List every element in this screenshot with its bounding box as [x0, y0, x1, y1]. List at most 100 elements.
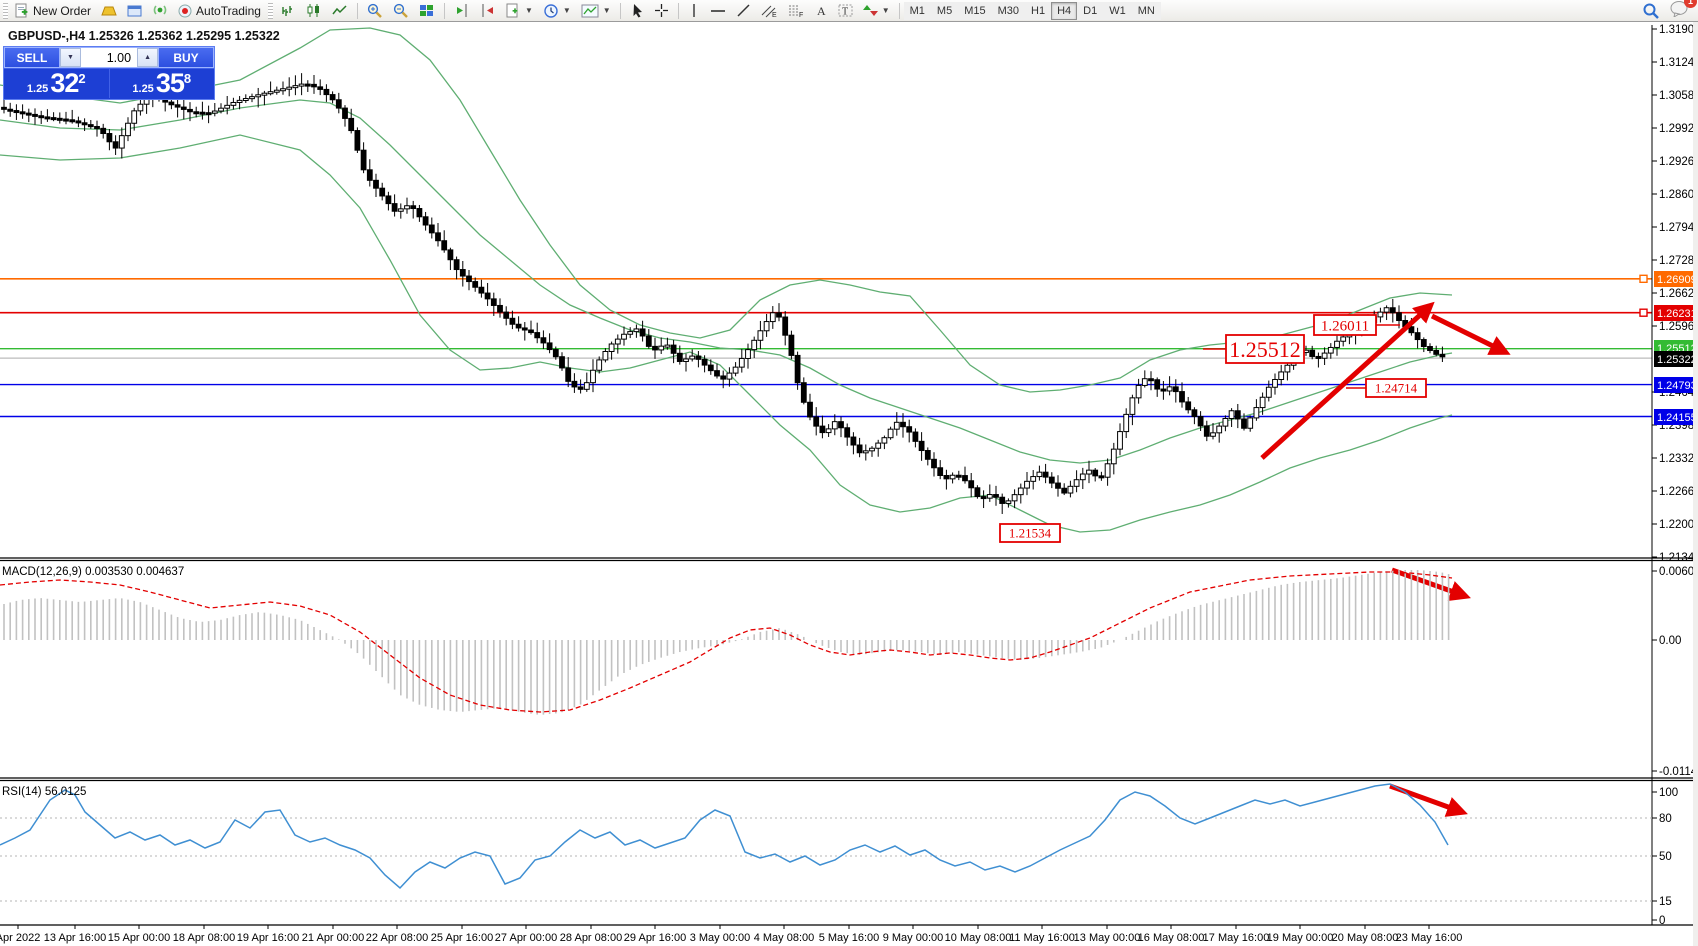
sell-price[interactable]: 1.25 32 2 [26, 68, 86, 98]
trendline-button[interactable] [731, 1, 756, 21]
svg-text:19 Apr 16:00: 19 Apr 16:00 [237, 932, 299, 944]
timeframe-m15[interactable]: M15 [958, 1, 992, 20]
svg-text:1.24793: 1.24793 [1657, 380, 1697, 392]
svg-text:1.28605: 1.28605 [1659, 189, 1698, 201]
bar-chart-button[interactable] [275, 1, 301, 21]
crosshair-button[interactable] [649, 1, 674, 21]
timeframe-w1[interactable]: W1 [1103, 1, 1132, 20]
svg-text:1.29265: 1.29265 [1659, 156, 1698, 168]
svg-text:1.21345: 1.21345 [1659, 552, 1698, 564]
svg-text:Apr 2022: Apr 2022 [0, 932, 40, 944]
new-order-icon [15, 3, 30, 18]
buy-price[interactable]: 1.25 35 8 [132, 68, 192, 98]
text-a-icon: A [815, 3, 828, 18]
svg-text:16 May 08:00: 16 May 08:00 [1138, 932, 1205, 944]
timeframe-m30[interactable]: M30 [991, 1, 1026, 20]
svg-text:1.22665: 1.22665 [1659, 486, 1698, 498]
toolbar-grip[interactable] [3, 2, 8, 19]
svg-text:F: F [799, 12, 803, 18]
svg-text:19 May 00:00: 19 May 00:00 [1267, 932, 1334, 944]
crosshair-icon [654, 3, 669, 18]
candlestick-icon [306, 3, 322, 18]
market-watch-button[interactable] [96, 1, 122, 21]
timeframe-h4[interactable]: H4 [1051, 1, 1078, 20]
fibonacci-button[interactable]: F [783, 1, 810, 21]
tile-windows-icon [419, 3, 435, 18]
line-chart-button[interactable] [327, 1, 353, 21]
svg-text:27 Apr 00:00: 27 Apr 00:00 [495, 932, 557, 944]
dropdown-arrow: ▼ [881, 6, 890, 15]
horizontal-line-icon [710, 3, 726, 18]
tile-windows-button[interactable] [414, 1, 440, 21]
channel-button[interactable]: E [756, 1, 783, 21]
svg-text:4 May 08:00: 4 May 08:00 [754, 932, 815, 944]
svg-text:RSI(14) 56.0125: RSI(14) 56.0125 [2, 786, 86, 798]
svg-text:1.29925: 1.29925 [1659, 123, 1698, 135]
new-chart-button[interactable]: ▼ [501, 1, 538, 21]
auto-scroll-button[interactable] [475, 1, 501, 21]
toolbar-grip[interactable] [267, 2, 273, 19]
arrows-icon [862, 3, 878, 18]
autotrading-button[interactable]: AutoTrading [173, 1, 266, 21]
svg-text:1.30585: 1.30585 [1659, 90, 1698, 102]
timeframe-m1[interactable]: M1 [903, 1, 931, 20]
svg-text:1.21534: 1.21534 [1009, 526, 1052, 541]
horizontal-line-button[interactable] [705, 1, 731, 21]
svg-text:80: 80 [1659, 813, 1672, 825]
timeframe-d1[interactable]: D1 [1077, 1, 1104, 20]
zoom-out-icon [393, 3, 409, 19]
svg-text:0.00: 0.00 [1659, 635, 1681, 647]
zoom-out-button[interactable] [388, 1, 414, 21]
svg-text:10 May 08:00: 10 May 08:00 [945, 932, 1012, 944]
text-label-button[interactable]: T [833, 1, 858, 21]
volume-increase-button[interactable]: ▲ [137, 48, 158, 67]
cursor-button[interactable] [625, 1, 649, 21]
toolbar: New Order AutoTrading [0, 0, 1698, 22]
gold-bar-icon [101, 4, 117, 18]
svg-text:1.23325: 1.23325 [1659, 453, 1698, 465]
templates-button[interactable]: ▼ [576, 1, 616, 21]
candlestick-chart-button[interactable] [301, 1, 327, 21]
notifications-button[interactable]: 1 [1670, 0, 1697, 22]
data-window-button[interactable] [122, 1, 148, 21]
svg-text:5 May 16:00: 5 May 16:00 [819, 932, 880, 944]
volume-decrease-button[interactable]: ▼ [60, 48, 81, 67]
timeframe-h1[interactable]: H1 [1025, 1, 1052, 20]
svg-text:T: T [842, 7, 848, 18]
timeframe-mn[interactable]: MN [1131, 1, 1161, 20]
timeframe-m5[interactable]: M5 [930, 1, 959, 20]
periods-button[interactable]: ▼ [538, 1, 576, 21]
svg-text:1.27285: 1.27285 [1659, 255, 1698, 267]
text-button[interactable]: A [810, 1, 833, 21]
chart-shift-button[interactable] [449, 1, 475, 21]
auto-scroll-icon [480, 3, 496, 18]
buy-button[interactable]: BUY [158, 47, 214, 68]
chart-shift-icon [454, 3, 470, 18]
bar-chart-icon [280, 3, 296, 18]
template-icon [581, 4, 599, 18]
volume-input[interactable] [80, 48, 138, 67]
svg-text:-0.011431: -0.011431 [1659, 766, 1698, 778]
new-order-button[interactable]: New Order [10, 1, 96, 21]
channel-icon: E [761, 3, 778, 19]
signals-button[interactable] [148, 1, 173, 21]
dropdown-arrow: ▼ [524, 6, 533, 15]
svg-text:20 May 08:00: 20 May 08:00 [1332, 932, 1399, 944]
svg-text:21 Apr 00:00: 21 Apr 00:00 [302, 932, 364, 944]
svg-text:17 May 16:00: 17 May 16:00 [1203, 932, 1270, 944]
line-chart-icon [332, 3, 348, 18]
clock-icon [543, 3, 559, 19]
svg-text:1.25512: 1.25512 [1229, 337, 1301, 362]
arrows-button[interactable]: ▼ [858, 1, 895, 21]
svg-text:100: 100 [1659, 787, 1678, 799]
sell-button[interactable]: SELL [4, 47, 60, 68]
svg-text:1.26011: 1.26011 [1321, 318, 1369, 334]
search-icon[interactable] [1642, 2, 1660, 20]
svg-text:25 Apr 16:00: 25 Apr 16:00 [431, 932, 493, 944]
vertical-line-button[interactable] [683, 1, 705, 21]
zoom-in-button[interactable] [362, 1, 388, 21]
svg-text:1.24714: 1.24714 [1375, 381, 1418, 396]
svg-text:50: 50 [1659, 851, 1672, 863]
text-label-icon: T [838, 3, 853, 18]
